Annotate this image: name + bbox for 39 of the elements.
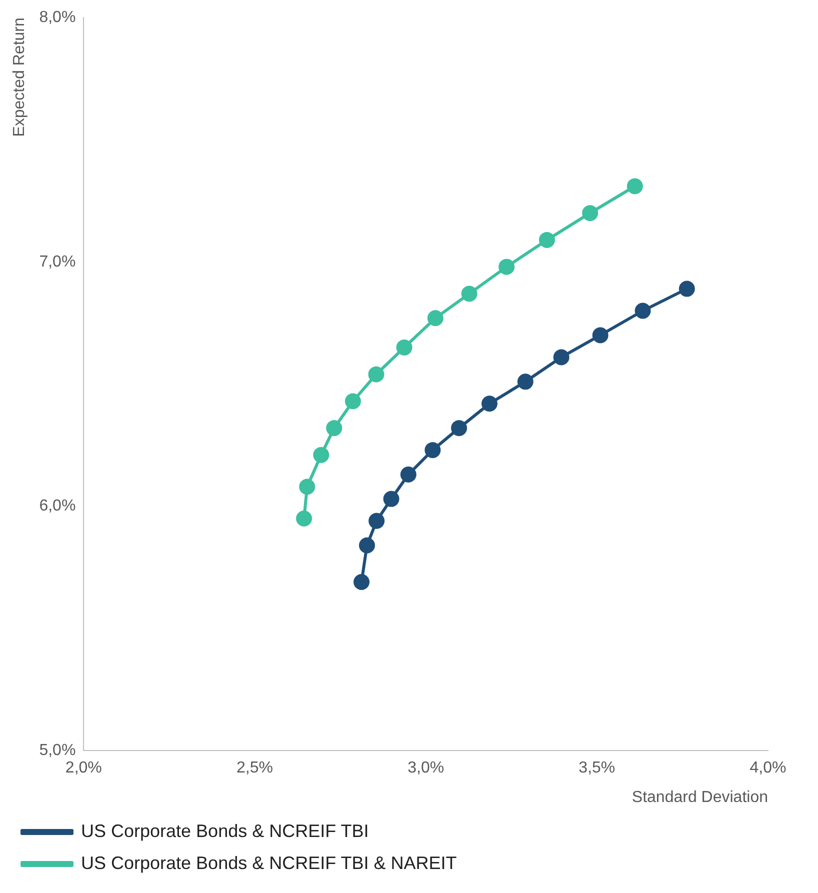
point	[498, 258, 515, 275]
legend-label: US Corporate Bonds & NCREIF TBI	[81, 820, 369, 841]
x-tick-label: 3,0%	[408, 760, 444, 777]
point	[313, 446, 330, 463]
point	[427, 310, 444, 326]
point	[582, 205, 598, 222]
y-axis-title: Expected Return	[11, 18, 28, 137]
point	[368, 512, 385, 529]
point	[626, 178, 643, 194]
point	[396, 339, 412, 356]
point	[296, 510, 312, 526]
point	[299, 478, 316, 495]
x-tick-label: 2,5%	[236, 760, 273, 777]
point	[481, 396, 498, 412]
point	[461, 286, 478, 302]
point	[678, 280, 695, 297]
y-tick-label: 7,0%	[39, 253, 76, 270]
x-tick-label: 4,0%	[750, 760, 786, 777]
point	[538, 232, 555, 248]
y-tick-label: 5,0%	[39, 742, 76, 760]
legend-label: US Corporate Bonds & NCREIF TBI & NAREIT	[81, 852, 457, 873]
point	[326, 420, 342, 436]
point	[517, 374, 534, 390]
point	[634, 302, 651, 319]
point	[368, 366, 384, 382]
point	[358, 537, 375, 554]
point	[592, 327, 608, 344]
y-tick-label: 8,0%	[39, 9, 76, 26]
x-axis-title: Standard Deviation	[632, 788, 768, 806]
point	[383, 490, 400, 507]
point	[553, 349, 570, 366]
point	[344, 393, 361, 410]
y-tick-label: 6,0%	[39, 498, 76, 515]
point	[400, 466, 416, 483]
point	[424, 442, 441, 458]
point	[354, 574, 370, 590]
point	[451, 420, 468, 436]
x-tick-label: 2,0%	[65, 760, 102, 777]
x-tick-label: 3,5%	[578, 760, 616, 777]
